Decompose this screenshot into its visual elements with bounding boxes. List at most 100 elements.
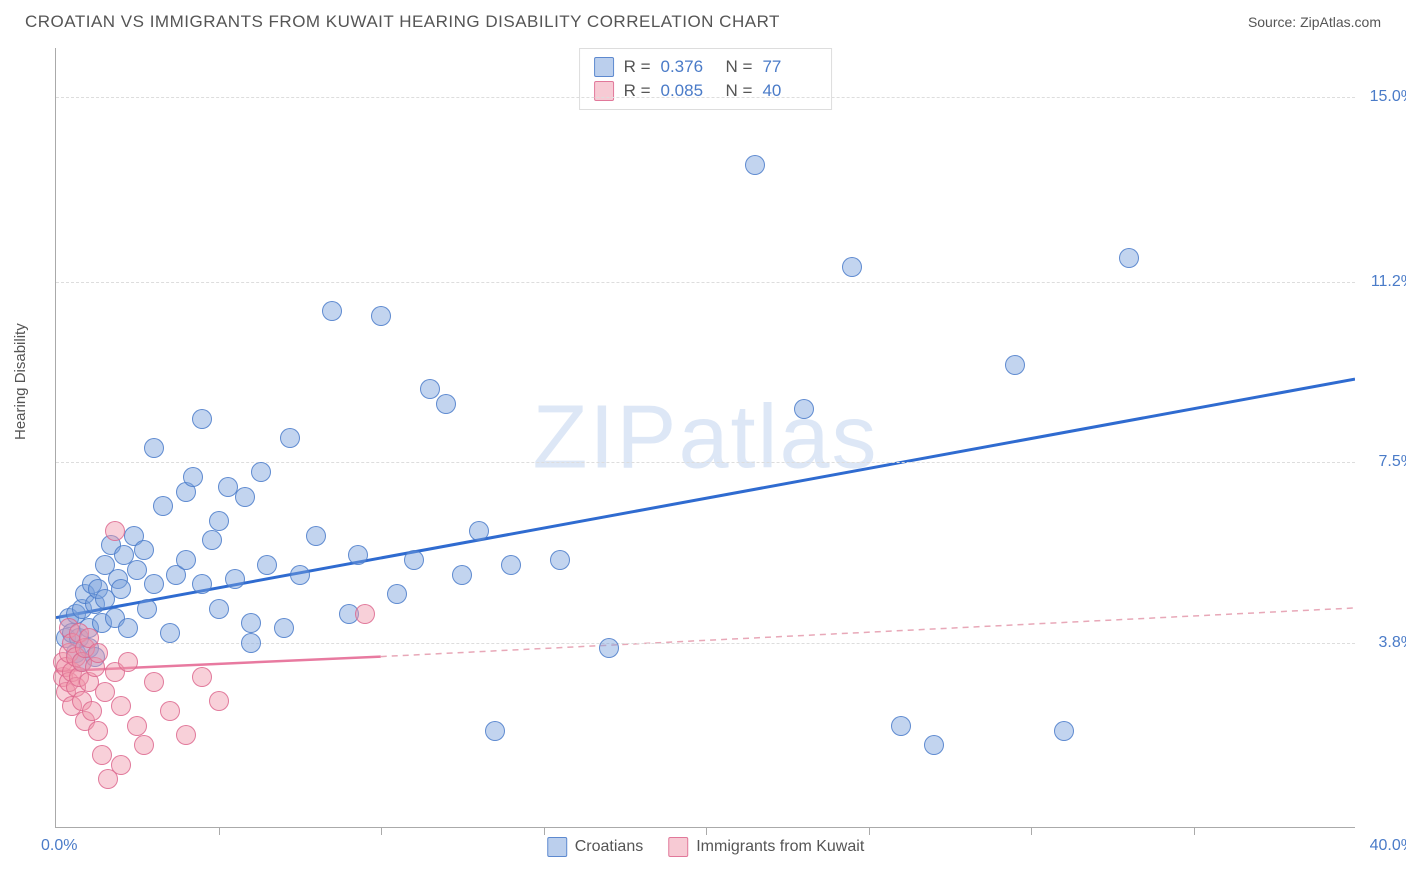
x-tick-mark [1031,827,1032,835]
data-point [485,721,505,741]
data-point [420,379,440,399]
legend-row: R = 0.085 N = 40 [594,79,818,103]
data-point [160,701,180,721]
data-point [192,574,212,594]
data-point [118,618,138,638]
data-point [209,691,229,711]
r-value: 0.085 [661,81,716,101]
data-point [290,565,310,585]
y-tick-label: 7.5% [1379,453,1406,471]
x-tick-mark [219,827,220,835]
scatter-plot-area: ZIPatlas R = 0.376 N = 77 R = 0.085 N = … [55,48,1355,828]
x-tick-mark [706,827,707,835]
data-point [235,487,255,507]
gridline-h [56,462,1355,463]
data-point [92,745,112,765]
trend-lines-layer [56,48,1355,827]
correlation-legend: R = 0.376 N = 77 R = 0.085 N = 40 [579,48,833,110]
legend-item: Immigrants from Kuwait [668,837,864,857]
data-point [280,428,300,448]
data-point [111,755,131,775]
y-tick-label: 15.0% [1370,88,1406,106]
source-attribution: Source: ZipAtlas.com [1248,14,1381,30]
series-legend: Croatians Immigrants from Kuwait [547,837,865,857]
data-point [891,716,911,736]
data-point [452,565,472,585]
data-point [134,735,154,755]
data-point [794,399,814,419]
data-point [209,599,229,619]
data-point [225,569,245,589]
data-point [924,735,944,755]
data-point [842,257,862,277]
x-axis-max-label: 40.0% [1370,837,1406,855]
gridline-h [56,97,1355,98]
data-point [160,623,180,643]
legend-label: Croatians [575,838,643,856]
x-tick-mark [1194,827,1195,835]
data-point [134,540,154,560]
data-point [404,550,424,570]
data-point [387,584,407,604]
data-point [111,579,131,599]
data-point [88,643,108,663]
data-point [127,560,147,580]
data-point [105,521,125,541]
n-label: N = [726,81,753,101]
data-point [599,638,619,658]
watermark-text: ZIPatlas [532,386,878,489]
r-label: R = [624,81,651,101]
data-point [192,409,212,429]
x-tick-mark [381,827,382,835]
data-point [322,301,342,321]
x-tick-mark [544,827,545,835]
data-point [501,555,521,575]
r-label: R = [624,57,651,77]
y-tick-label: 3.8% [1379,634,1406,652]
data-point [111,696,131,716]
swatch-pink-icon [668,837,688,857]
data-point [550,550,570,570]
data-point [176,550,196,570]
data-point [137,599,157,619]
swatch-blue-icon [594,57,614,77]
data-point [241,633,261,653]
data-point [469,521,489,541]
data-point [436,394,456,414]
data-point [183,467,203,487]
data-point [153,496,173,516]
data-point [274,618,294,638]
data-point [745,155,765,175]
legend-item: Croatians [547,837,643,857]
swatch-blue-icon [547,837,567,857]
data-point [257,555,277,575]
data-point [355,604,375,624]
data-point [306,526,326,546]
legend-row: R = 0.376 N = 77 [594,55,818,79]
x-tick-mark [869,827,870,835]
y-tick-label: 11.2% [1371,273,1406,291]
data-point [348,545,368,565]
data-point [192,667,212,687]
data-point [88,721,108,741]
data-point [95,682,115,702]
trend-line [381,608,1355,657]
data-point [144,438,164,458]
x-axis-min-label: 0.0% [41,837,77,855]
data-point [251,462,271,482]
swatch-pink-icon [594,81,614,101]
data-point [118,652,138,672]
data-point [371,306,391,326]
legend-label: Immigrants from Kuwait [696,838,864,856]
data-point [202,530,222,550]
data-point [82,701,102,721]
n-value: 40 [762,81,817,101]
data-point [209,511,229,531]
y-axis-label: Hearing Disability [12,323,29,440]
n-label: N = [726,57,753,77]
chart-title: CROATIAN VS IMMIGRANTS FROM KUWAIT HEARI… [25,12,780,32]
data-point [1119,248,1139,268]
data-point [1005,355,1025,375]
n-value: 77 [762,57,817,77]
data-point [241,613,261,633]
